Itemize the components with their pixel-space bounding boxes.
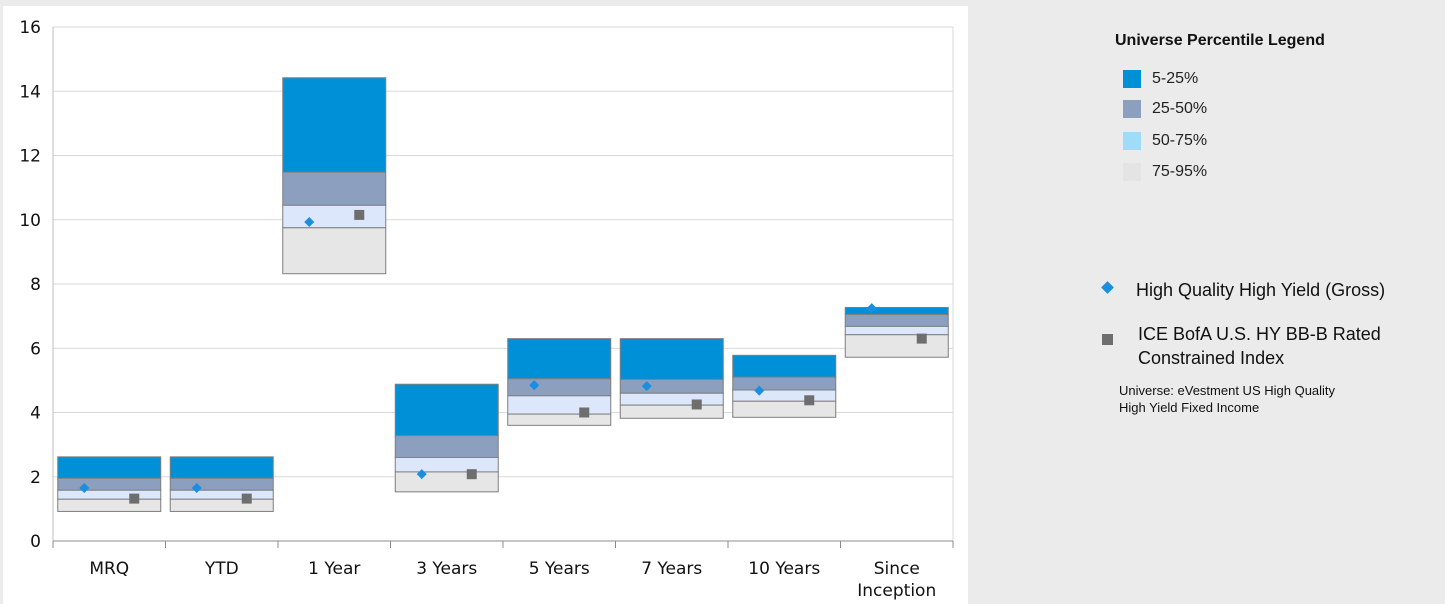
percentile-band-p5-p25 xyxy=(57,456,162,479)
percentile-band-p5-p25 xyxy=(732,354,837,378)
percentile-band-p75-p95 xyxy=(57,498,162,512)
y-tick-label: 12 xyxy=(19,147,41,167)
index-point xyxy=(804,395,815,406)
legend-series-index-label-2: Constrained Index xyxy=(1138,348,1285,368)
axis-labels: 0 2 4 6 8 10 12 14 16 MRQ YTD 1 Year 3 Years 5 Years 7… xyxy=(19,18,936,601)
axes xyxy=(52,27,954,548)
percentile-band-p25-p50 xyxy=(619,378,724,394)
y-tick-label: 10 xyxy=(19,211,41,231)
fund-point xyxy=(416,469,427,480)
swatch-50-75 xyxy=(1123,132,1141,150)
percentile-band-p25-p50 xyxy=(282,171,387,206)
x-category-label: YTD xyxy=(204,559,239,579)
fund-point xyxy=(866,303,877,314)
legend-series-index-label-1: ICE BofA U.S. HY BB-B Rated xyxy=(1138,324,1381,344)
legend-title: Universe Percentile Legend xyxy=(1115,32,1325,49)
legend-item-50-75: 50-75% xyxy=(1123,130,1207,152)
percentile-band-p50-p75 xyxy=(282,204,387,229)
fund-point xyxy=(754,385,765,396)
percentile-band-p75-p95 xyxy=(732,400,837,418)
y-tick-label: 4 xyxy=(30,404,41,424)
x-category-label: Inception xyxy=(857,581,936,601)
index-point xyxy=(129,493,140,504)
y-tick-label: 0 xyxy=(30,532,41,552)
grid-lines xyxy=(53,26,953,478)
x-category-label: 5 Years xyxy=(529,559,590,579)
percentile-band-p75-p95 xyxy=(282,227,387,275)
fund-point xyxy=(79,482,90,493)
percentile-band-p25-p50 xyxy=(732,376,837,391)
percentile-bars xyxy=(57,77,949,512)
percentile-bar-chart: 0 2 4 6 8 10 12 14 16 MRQ YTD 1 Year 3 Years 5 Years 7… xyxy=(19,18,954,601)
x-category-label: 10 Years xyxy=(748,559,820,579)
percentile-band-p50-p75 xyxy=(844,325,949,336)
swatch-5-25 xyxy=(1123,70,1141,88)
index-point xyxy=(466,469,477,480)
index-point xyxy=(916,333,927,344)
percentile-band-p25-p50 xyxy=(169,477,274,491)
y-tick-label: 6 xyxy=(30,339,41,359)
legend-label-5-25: 5-25% xyxy=(1152,70,1199,87)
percentile-band-p50-p75 xyxy=(394,456,499,473)
percentile-band-p75-p95 xyxy=(394,471,499,493)
percentile-band-p25-p50 xyxy=(507,378,612,397)
x-category-label: Since xyxy=(874,559,920,579)
fund-point xyxy=(304,216,315,227)
fund-point xyxy=(529,380,540,391)
percentile-band-p5-p25 xyxy=(619,338,724,380)
legend-panel: Universe Percentile Legend 5-25% 25-50% … xyxy=(1090,30,1440,450)
percentile-band-p75-p95 xyxy=(507,413,612,426)
percentile-band-p25-p50 xyxy=(844,314,949,327)
percentile-band-p50-p75 xyxy=(619,392,724,406)
legend-series-fund: High Quality High Yield (Gross) xyxy=(1090,278,1385,302)
series-markers xyxy=(79,209,927,504)
percentile-band-p5-p25 xyxy=(282,77,387,173)
legend-label-75-95: 75-95% xyxy=(1152,163,1208,180)
index-point xyxy=(691,399,702,410)
y-tick-label: 8 xyxy=(30,275,41,295)
percentile-band-p50-p75 xyxy=(732,389,837,402)
percentile-band-p5-p25 xyxy=(169,456,274,479)
x-category-label: 1 Year xyxy=(308,559,360,579)
swatch-25-50 xyxy=(1123,100,1141,118)
legend-item-75-95: 75-95% xyxy=(1123,161,1207,183)
chart-panel: 0 2 4 6 8 10 12 14 16 MRQ YTD 1 Year 3 Years 5 Years 7… xyxy=(3,6,968,604)
y-tick-label: 16 xyxy=(19,18,41,38)
x-category-label: 7 Years xyxy=(641,559,702,579)
fund-point xyxy=(641,381,652,392)
legend-label-25-50: 25-50% xyxy=(1152,100,1208,117)
x-category-label: MRQ xyxy=(89,559,129,579)
percentile-band-p5-p25 xyxy=(844,306,949,316)
percentile-band-p5-p25 xyxy=(507,338,612,380)
percentile-band-p50-p75 xyxy=(169,489,274,500)
percentile-band-p75-p95 xyxy=(844,334,949,358)
square-icon xyxy=(1090,328,1120,350)
legend-series-fund-label: High Quality High Yield (Gross) xyxy=(1136,280,1386,300)
index-point xyxy=(241,493,252,504)
percentile-band-p25-p50 xyxy=(57,477,162,491)
legend-item-25-50: 25-50% xyxy=(1123,98,1207,120)
legend-series-index: ICE BofA U.S. HY BB-B Rated Constrained … xyxy=(1090,322,1381,370)
universe-note: Universe: eVestment US High Quality High… xyxy=(1119,382,1409,416)
universe-note-line-2: High Yield Fixed Income xyxy=(1119,400,1260,415)
percentile-band-p5-p25 xyxy=(394,383,499,437)
x-category-label: 3 Years xyxy=(416,559,477,579)
y-tick-label: 2 xyxy=(30,468,41,488)
percentile-band-p75-p95 xyxy=(619,404,724,419)
percentile-band-p50-p75 xyxy=(57,489,162,500)
legend-item-5-25: 5-25% xyxy=(1123,68,1198,90)
y-tick-label: 14 xyxy=(19,82,41,102)
percentile-band-p75-p95 xyxy=(169,498,274,512)
universe-note-line-1: Universe: eVestment US High Quality xyxy=(1119,383,1336,398)
swatch-75-95 xyxy=(1123,163,1141,181)
legend-label-50-75: 50-75% xyxy=(1152,132,1208,149)
index-point xyxy=(579,407,590,418)
percentile-band-p25-p50 xyxy=(394,435,499,458)
index-point xyxy=(354,209,365,220)
percentile-band-p50-p75 xyxy=(507,395,612,415)
diamond-icon xyxy=(1090,278,1120,300)
fund-point xyxy=(191,482,202,493)
